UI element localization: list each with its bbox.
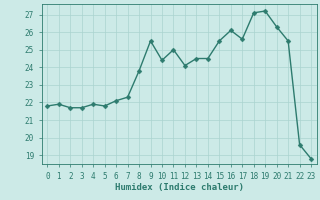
- X-axis label: Humidex (Indice chaleur): Humidex (Indice chaleur): [115, 183, 244, 192]
